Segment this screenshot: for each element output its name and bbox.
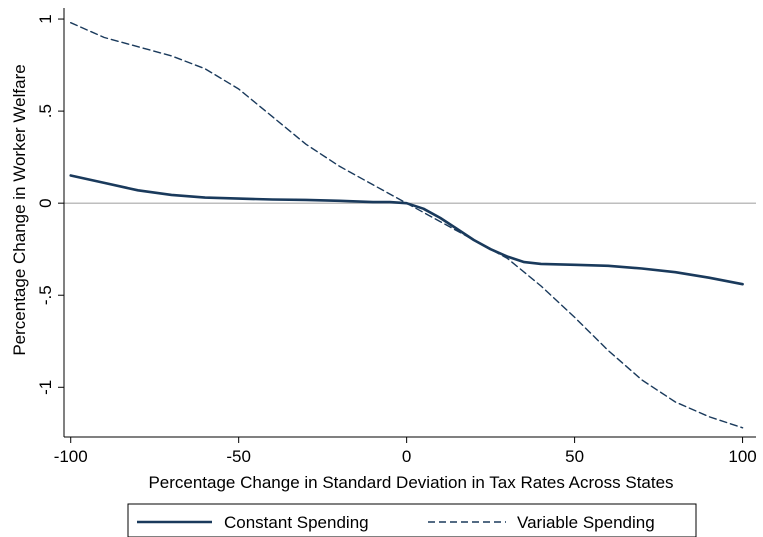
axes: -100 -50 0 50 100 -1 -.5 0 .5 1 bbox=[36, 8, 757, 466]
y-axis-title: Percentage Change in Worker Welfare bbox=[10, 64, 29, 355]
series-line-variable-spending bbox=[70, 22, 744, 429]
plot-area bbox=[64, 22, 756, 429]
x-tick-label: -50 bbox=[226, 447, 251, 466]
x-tick-label: 0 bbox=[402, 447, 411, 466]
x-tick-label: 50 bbox=[565, 447, 584, 466]
y-tick-label: .5 bbox=[36, 104, 55, 118]
y-tick-label: -1 bbox=[36, 380, 55, 395]
y-tick-label: 1 bbox=[36, 14, 55, 23]
y-tick-label: 0 bbox=[36, 198, 55, 207]
legend-box bbox=[127, 503, 697, 537]
x-tick-label: -100 bbox=[54, 447, 88, 466]
x-axis-title: Percentage Change in Standard Deviation … bbox=[148, 473, 673, 492]
y-tick-label: -.5 bbox=[36, 285, 55, 305]
legend: Constant Spending Variable Spending bbox=[127, 503, 697, 537]
series-line-constant-spending bbox=[69, 174, 744, 286]
legend-label-variable-spending: Variable Spending bbox=[517, 513, 655, 532]
x-tick-label: 100 bbox=[728, 447, 756, 466]
legend-label-constant-spending: Constant Spending bbox=[224, 513, 369, 532]
